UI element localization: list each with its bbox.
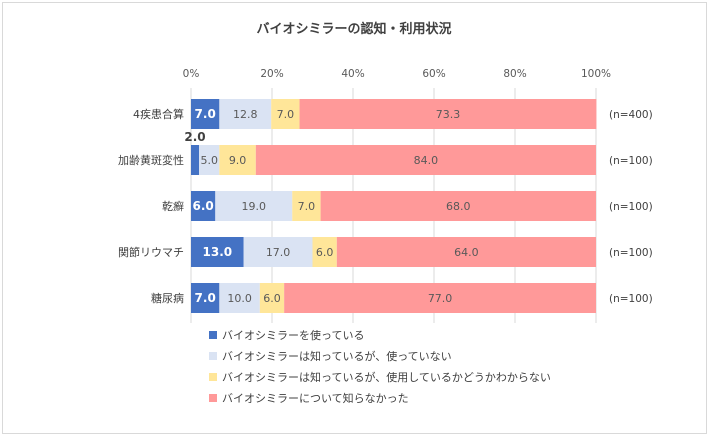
x-tick-label: 60% <box>422 68 445 80</box>
data-label: 17.0 <box>266 246 291 259</box>
data-label: 2.0 <box>184 130 205 144</box>
legend-swatch <box>209 394 217 402</box>
bar-segment <box>292 191 321 221</box>
data-label: 7.0 <box>298 200 316 213</box>
bar-segment <box>312 237 337 267</box>
data-label: 68.0 <box>446 200 471 213</box>
sample-size-label: (n=400) <box>609 109 653 121</box>
bar-segment <box>219 145 256 175</box>
bar-segment <box>219 99 272 129</box>
bar-segment <box>191 99 220 129</box>
bar-segment <box>336 237 596 267</box>
bar-segment <box>191 283 220 313</box>
bar-segment <box>271 99 300 129</box>
bar-segment <box>191 237 244 267</box>
data-label: 5.0 <box>200 154 218 167</box>
bar-segment <box>299 99 597 129</box>
sample-size-labels: (n=400) (n=100) (n=100) (n=100) (n=100) <box>609 109 653 305</box>
bar-segment <box>215 191 293 221</box>
data-label: 7.0 <box>195 107 216 121</box>
sample-size-label: (n=100) <box>609 293 653 305</box>
data-label: 6.0 <box>193 199 214 213</box>
data-label: 9.0 <box>229 154 247 167</box>
legend: バイオシミラーを使っているバイオシミラーは知っているが、使っていないバイオシミラ… <box>209 329 551 405</box>
bar-segment <box>320 191 596 221</box>
legend-swatch <box>209 373 217 381</box>
bar-segment <box>191 191 216 221</box>
bars: 7.0 12.8 7.0 73.3 2.0 5.0 9.0 84.0 6.0 19.0 7.0 68.… <box>184 99 597 313</box>
data-label: 19.0 <box>242 200 267 213</box>
bar-segment <box>255 145 597 175</box>
category-label: 加齢黄斑変性 <box>118 153 184 167</box>
x-tick-label: 40% <box>341 68 364 80</box>
x-tick-label: 0% <box>183 68 200 80</box>
x-tick-label: 100% <box>581 68 611 80</box>
bar-segment <box>191 145 200 175</box>
sample-size-label: (n=100) <box>609 247 653 259</box>
bar-segment <box>199 145 220 175</box>
stacked-bar-chart: バイオシミラーの認知・利用状況 0% 20% 40% 60% 80% 100% 7.0 12… <box>118 21 653 405</box>
data-label: 73.3 <box>436 108 461 121</box>
bar-segment <box>243 237 313 267</box>
data-label: 6.0 <box>316 246 334 259</box>
chart-title: バイオシミラーの認知・利用状況 <box>256 21 451 37</box>
legend-entry: バイオシミラーは知っているが、使っていない <box>222 349 452 363</box>
bar-segment <box>219 283 260 313</box>
legend-entry: バイオシミラーは知っているが、使用しているかどうかわからない <box>222 370 551 384</box>
legend-entry: バイオシミラーを使っている <box>222 329 364 342</box>
data-label: 7.0 <box>277 108 295 121</box>
data-label: 84.0 <box>414 154 439 167</box>
sample-size-label: (n=100) <box>609 155 653 167</box>
legend-entry: バイオシミラーについて知らなかった <box>222 391 409 405</box>
data-label: 7.0 <box>195 291 216 305</box>
data-label: 12.8 <box>233 108 258 121</box>
bar-segment <box>284 283 596 313</box>
sample-size-label: (n=100) <box>609 201 653 213</box>
data-label: 77.0 <box>428 292 453 305</box>
category-label: 4疾患合算 <box>133 107 184 121</box>
data-label: 10.0 <box>227 292 252 305</box>
x-axis-tick-labels: 0% 20% 40% 60% 80% 100% <box>183 68 611 80</box>
legend-swatch <box>209 331 217 339</box>
category-label: 乾癬 <box>162 199 184 213</box>
legend-swatch <box>209 352 217 360</box>
data-label: 13.0 <box>203 245 233 259</box>
data-label: 64.0 <box>454 246 479 259</box>
bar-segment <box>259 283 285 313</box>
chart-frame: バイオシミラーの認知・利用状況 0% 20% 40% 60% 80% 100% 7.0 12… <box>2 2 707 434</box>
x-tick-label: 80% <box>503 68 526 80</box>
data-label: 6.0 <box>263 292 281 305</box>
category-label: 糖尿病 <box>151 291 184 305</box>
x-tick-label: 20% <box>260 68 283 80</box>
category-label: 関節リウマチ <box>118 245 184 259</box>
